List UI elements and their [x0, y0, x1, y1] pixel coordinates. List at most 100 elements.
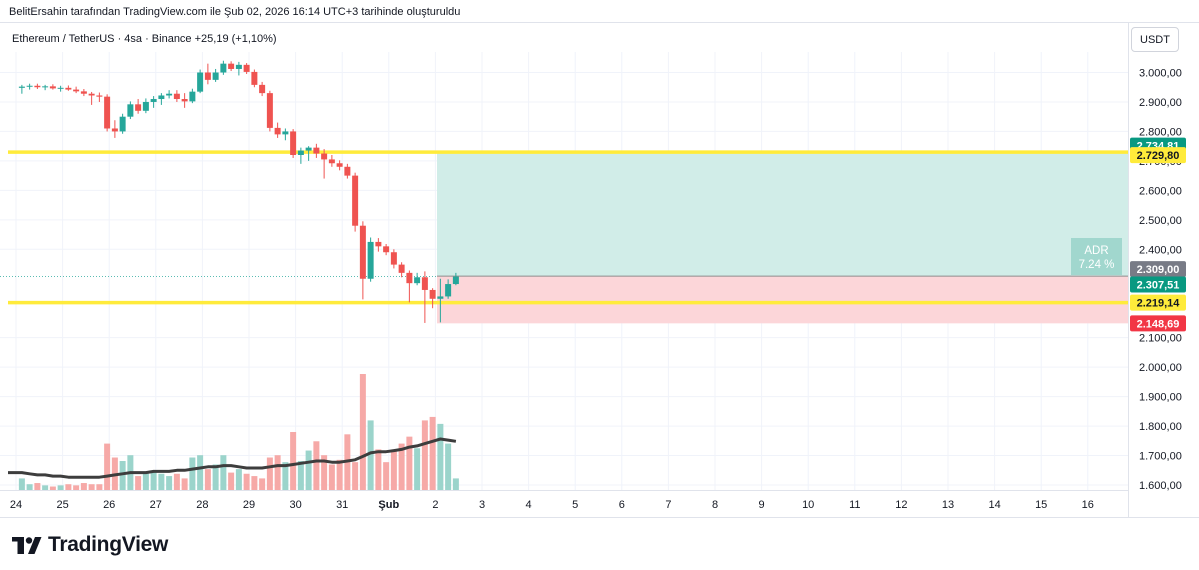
candle-body [266, 93, 273, 128]
volume-bar [228, 472, 235, 490]
volume-bar [235, 469, 242, 490]
candle [135, 99, 142, 114]
adr-box: ADR 7.24 % [1071, 238, 1122, 275]
candle-body [65, 87, 72, 90]
candle [266, 90, 273, 132]
candle-body [321, 153, 328, 160]
candle-body [414, 277, 421, 284]
candle [181, 93, 188, 108]
volume-bar [189, 457, 196, 490]
candle [42, 84, 49, 91]
volume-bar [158, 473, 165, 490]
volume-bar [274, 455, 281, 490]
candle [259, 81, 266, 97]
price-tick-label: 1.600,00 [1139, 480, 1182, 492]
candle [313, 143, 320, 158]
volume-bar [57, 485, 64, 490]
candle-body [359, 225, 366, 279]
volume-bar [421, 420, 428, 490]
price-tick-label: 1.800,00 [1139, 421, 1182, 433]
candle [290, 129, 297, 158]
candle-body [228, 63, 235, 69]
candle-body [367, 241, 374, 279]
candle [251, 69, 258, 88]
candle-body [96, 95, 103, 97]
volume-bar [297, 461, 304, 490]
price-label-last: 2.307,51 [1130, 276, 1186, 293]
candle [212, 68, 219, 82]
candle-body [344, 166, 351, 176]
tradingview-logo[interactable]: TradingView [12, 533, 168, 557]
currency-button[interactable]: USDT [1131, 27, 1179, 52]
volume-bar [321, 455, 328, 490]
volume-bar [18, 478, 25, 490]
candle-body [111, 128, 118, 132]
volume-bar [359, 374, 366, 490]
candlesticks [18, 60, 459, 323]
volume-bar [142, 472, 149, 490]
volume-bar [367, 420, 374, 490]
volume-bar [26, 484, 33, 490]
volume-bar [352, 462, 359, 490]
candle-body [42, 86, 49, 88]
volume-bar [204, 469, 211, 490]
time-tick-label: 29 [243, 499, 255, 511]
price-axis: 3.000,002.900,002.800,002.700,002.600,00… [1139, 68, 1182, 493]
volume-bar [305, 450, 312, 490]
candle [73, 86, 80, 94]
time-tick-label: 14 [988, 499, 1000, 511]
price-label-entry: 2.309,00 [1130, 261, 1186, 278]
symbol-info[interactable]: Ethereum / TetherUS · 4sa · Binance +25,… [12, 33, 277, 45]
time-axis: 24 25 26 27 28 29 30 31 Şub 2 3 4 5 6 7 8 9 10 11 12 13 14 15 1… [10, 499, 1094, 511]
price-label-text: 2.309,00 [1137, 264, 1180, 276]
time-tick-label: 11 [849, 499, 860, 511]
candle [119, 113, 126, 134]
candle [204, 63, 211, 85]
candle-body [197, 72, 204, 92]
candle-body [336, 163, 343, 167]
volume-bar [104, 443, 111, 490]
candle [80, 89, 87, 97]
candle [383, 243, 390, 256]
candle-body [88, 93, 95, 96]
candle-body [34, 85, 41, 88]
candle-body [127, 104, 134, 117]
tradingview-wordmark: TradingView [48, 533, 169, 556]
candle [197, 69, 204, 94]
loss-zone [437, 276, 1128, 324]
candle-body [421, 277, 428, 290]
volume-bar [313, 441, 320, 490]
volume-bar [119, 461, 126, 490]
candle-body [166, 93, 173, 96]
candle [34, 83, 41, 89]
price-label-text: 2.219,14 [1137, 298, 1181, 310]
candle [321, 149, 328, 179]
price-label-text: 2.148,69 [1137, 318, 1180, 330]
candle [49, 84, 56, 90]
candle-body [181, 99, 188, 102]
candle [367, 237, 374, 282]
time-tick-label: 13 [942, 499, 954, 511]
volume-bar [80, 483, 87, 490]
volume-ma-line [8, 437, 457, 479]
price-label-bg [1130, 261, 1186, 278]
volume-bar [34, 483, 41, 490]
candle [150, 96, 157, 108]
volume-bar [414, 448, 421, 490]
profit-zone [437, 150, 1128, 277]
price-labels: 2.734,812.729,802.309,002.307,512.219,14… [1130, 137, 1186, 332]
candle [26, 83, 33, 90]
candle-body [305, 147, 312, 151]
time-tick-label: 31 [336, 499, 348, 511]
candle [158, 93, 165, 105]
candle [274, 122, 281, 138]
candle [452, 272, 459, 286]
time-tick-label: 9 [759, 499, 765, 511]
volume-bar [49, 486, 56, 490]
price-tick-label: 1.900,00 [1139, 392, 1182, 404]
volume-bar [220, 455, 227, 490]
candle-body [259, 84, 266, 94]
price-label-bg [1130, 294, 1186, 311]
candle [104, 94, 111, 132]
